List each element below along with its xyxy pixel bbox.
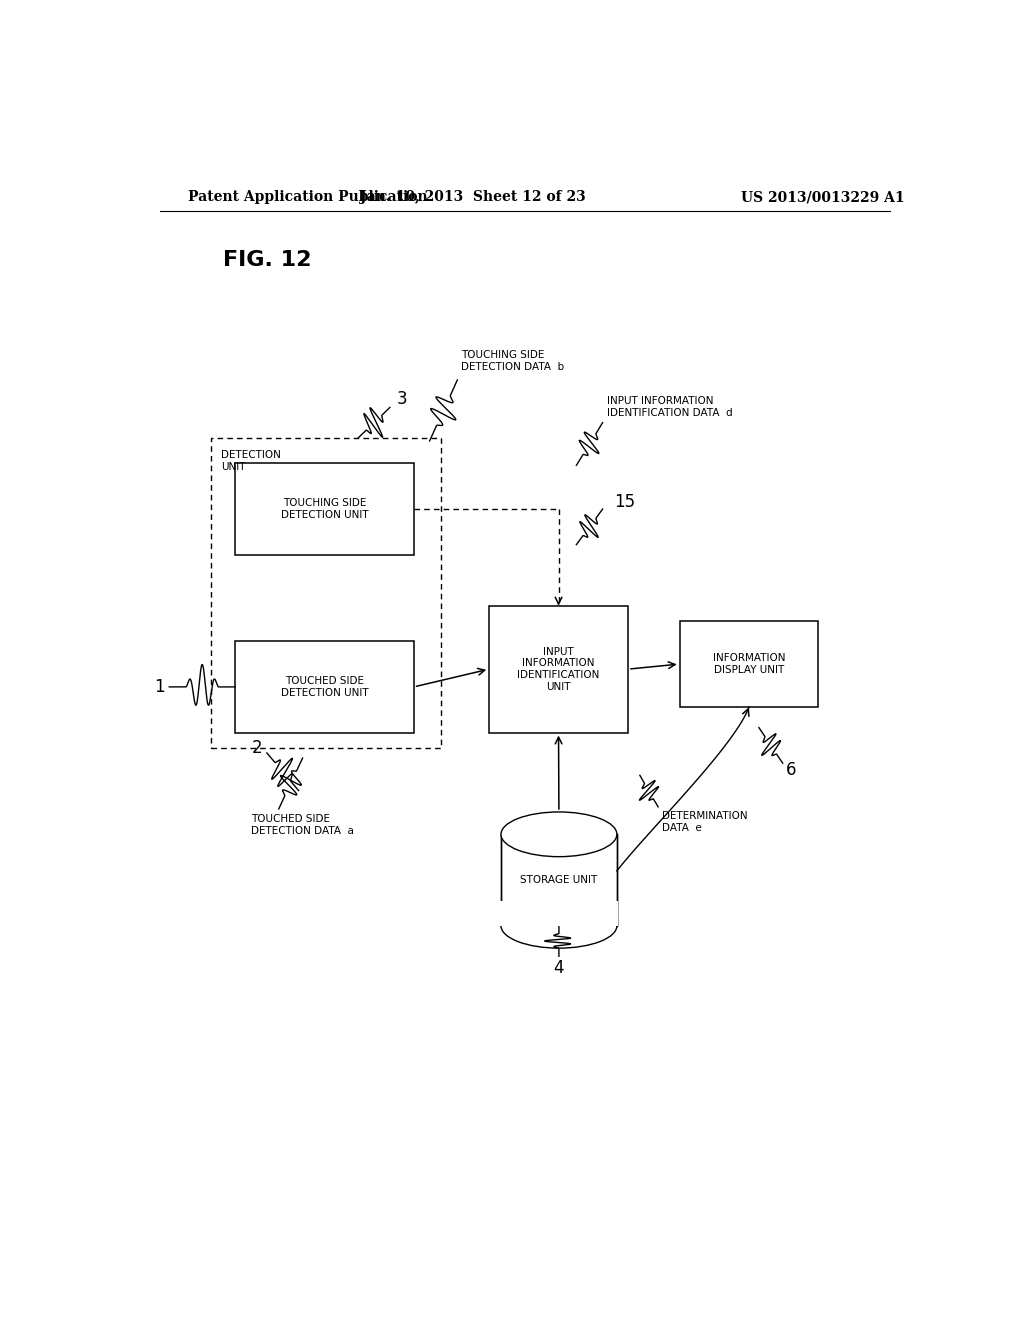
Text: 3: 3 [396, 391, 408, 408]
Ellipse shape [501, 903, 616, 948]
Text: DETERMINATION
DATA  e: DETERMINATION DATA e [663, 810, 748, 833]
Bar [236, 642, 414, 733]
Text: 6: 6 [785, 762, 796, 779]
Text: Patent Application Publication: Patent Application Publication [187, 190, 427, 205]
Text: TOUCHED SIDE
DETECTION UNIT: TOUCHED SIDE DETECTION UNIT [281, 676, 369, 698]
Text: 2: 2 [252, 739, 263, 756]
Text: 1: 1 [155, 678, 165, 696]
Text: Jan. 10, 2013  Sheet 12 of 23: Jan. 10, 2013 Sheet 12 of 23 [360, 190, 586, 205]
Ellipse shape [501, 812, 616, 857]
Text: TOUCHING SIDE
DETECTION UNIT: TOUCHING SIDE DETECTION UNIT [281, 498, 369, 520]
Bar [680, 620, 818, 708]
Text: INFORMATION
DISPLAY UNIT: INFORMATION DISPLAY UNIT [713, 653, 785, 675]
Bar [236, 463, 414, 554]
Text: 15: 15 [613, 492, 635, 511]
Text: INPUT
INFORMATION
IDENTIFICATION
UNIT: INPUT INFORMATION IDENTIFICATION UNIT [517, 647, 600, 692]
Bar [500, 902, 618, 925]
Text: TOUCHED SIDE
DETECTION DATA  a: TOUCHED SIDE DETECTION DATA a [251, 814, 354, 836]
Text: US 2013/0013229 A1: US 2013/0013229 A1 [740, 190, 904, 205]
Text: STORAGE UNIT: STORAGE UNIT [520, 875, 598, 884]
Text: 4: 4 [554, 960, 564, 978]
Text: DETECTION
UNIT: DETECTION UNIT [221, 450, 281, 471]
Text: INPUT INFORMATION
IDENTIFICATION DATA  d: INPUT INFORMATION IDENTIFICATION DATA d [606, 396, 732, 417]
Text: TOUCHING SIDE
DETECTION DATA  b: TOUCHING SIDE DETECTION DATA b [461, 350, 564, 372]
Bar [211, 438, 441, 748]
Bar [501, 834, 616, 925]
Bar [489, 606, 628, 733]
Text: FIG. 12: FIG. 12 [223, 249, 311, 271]
